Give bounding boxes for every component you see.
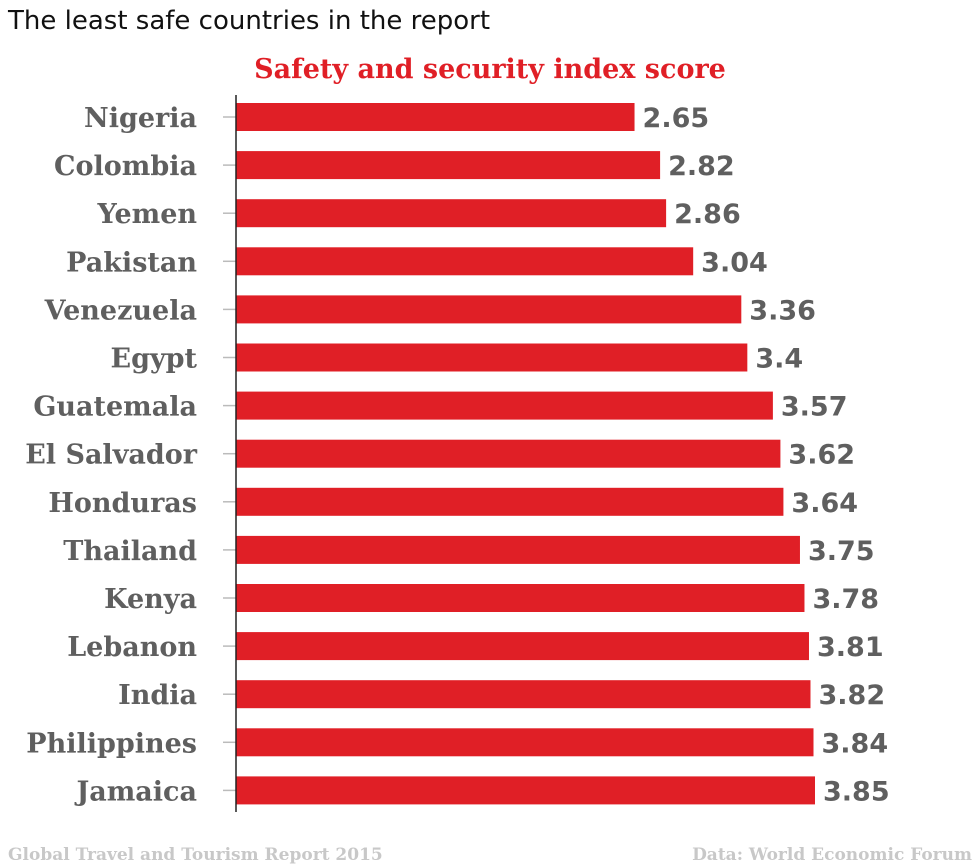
value-label: 3.78 <box>812 584 879 615</box>
value-label: 3.82 <box>818 680 885 711</box>
category-label: India <box>118 680 197 711</box>
bar <box>236 632 809 661</box>
category-label: Honduras <box>48 488 197 519</box>
bar <box>236 776 815 805</box>
category-label: Thailand <box>63 536 197 567</box>
bar <box>236 199 667 228</box>
chart-title: Safety and security index score <box>254 54 726 85</box>
bar <box>236 343 748 372</box>
bar <box>236 680 811 709</box>
category-label: Egypt <box>111 344 198 375</box>
category-label: Lebanon <box>67 632 197 663</box>
category-label: Venezuela <box>44 295 197 326</box>
bar <box>236 728 814 757</box>
value-label: 2.65 <box>643 103 710 134</box>
value-label: 3.57 <box>781 392 848 423</box>
value-label: 3.64 <box>791 488 858 519</box>
bar <box>236 151 661 180</box>
category-label: Philippines <box>26 728 197 759</box>
category-label: Pakistan <box>66 247 197 278</box>
value-label: 3.75 <box>808 536 875 567</box>
bar <box>236 247 694 276</box>
value-label: 3.04 <box>701 247 768 278</box>
value-label: 2.82 <box>668 151 735 182</box>
bar <box>236 535 800 564</box>
source-footnote: Global Travel and Tourism Report 2015 <box>8 845 383 865</box>
category-label: Nigeria <box>84 103 197 134</box>
value-label: 3.36 <box>749 295 816 326</box>
bar <box>236 103 635 131</box>
bar <box>236 439 781 468</box>
value-label: 3.85 <box>823 776 890 807</box>
category-label: El Salvador <box>25 440 198 471</box>
category-label: Colombia <box>54 151 197 182</box>
bar <box>236 295 742 324</box>
bar <box>236 584 805 612</box>
category-label: Kenya <box>104 584 197 615</box>
category-label: Yemen <box>97 199 198 230</box>
category-label: Jamaica <box>74 776 197 807</box>
bar <box>236 391 773 420</box>
value-label: 2.86 <box>674 199 741 230</box>
value-label: 3.84 <box>821 728 888 759</box>
value-label: 3.81 <box>817 632 884 663</box>
value-label: 3.62 <box>788 440 855 471</box>
category-label: Guatemala <box>33 392 197 423</box>
data-credit: Data: World Economic Forum <box>692 845 972 865</box>
bar <box>236 487 784 516</box>
page-title: The least safe countries in the report <box>8 6 491 36</box>
value-label: 3.4 <box>755 344 803 375</box>
